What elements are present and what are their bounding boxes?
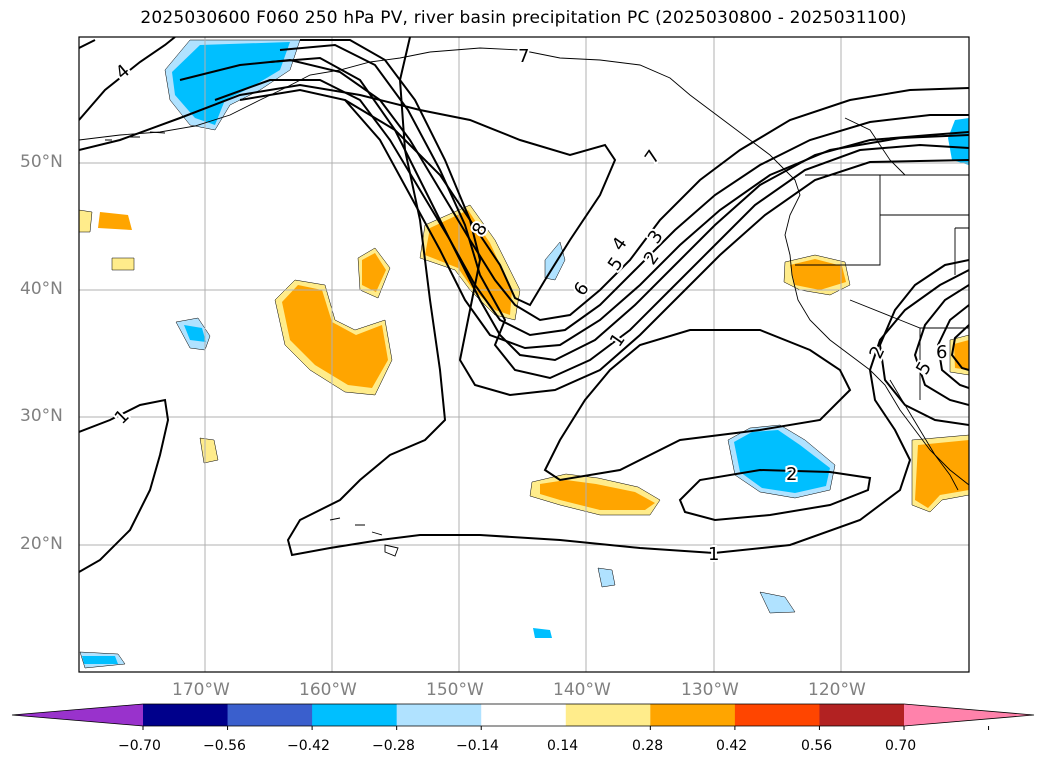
- shade-pos-light: [111, 257, 135, 271]
- pv-contour: [214, 79, 969, 337]
- colorbar-segment: [396, 704, 482, 726]
- pv-contour: [950, 324, 969, 371]
- pv-contour: [543, 329, 852, 482]
- lon-label: 150°W: [426, 680, 484, 700]
- shade-neg-mid: [734, 430, 830, 493]
- colorbar-tick-label: 0.70: [885, 738, 917, 754]
- colorbar-extend-max: [904, 704, 1034, 726]
- pv-contour: [279, 43, 969, 380]
- pv-contour: [936, 304, 969, 389]
- shade-pos-mid: [362, 253, 386, 292]
- colorbar-tick-label: −0.42: [287, 738, 330, 754]
- colorbar-extend-min: [12, 704, 143, 726]
- shade-neg-mid: [82, 656, 118, 664]
- pv-contour-label: 3: [644, 226, 668, 247]
- colorbar-tick-label: −0.56: [203, 738, 246, 754]
- pv-contour-label: 6: [936, 342, 947, 363]
- pv-contour-label: 1: [708, 544, 719, 565]
- colorbar-segment: [143, 704, 229, 726]
- pv-contour-label: 7: [641, 146, 665, 167]
- pv-contour-label: 2: [786, 464, 797, 485]
- shade-neg-mid: [184, 325, 206, 342]
- pv-contour: [269, 56, 969, 362]
- shade-neg-mid: [533, 628, 552, 638]
- colorbar-segment: [227, 704, 313, 726]
- pv-contour: [678, 468, 872, 522]
- shade-neg-light: [597, 567, 616, 588]
- shade-neg-mid: [948, 118, 969, 165]
- map-title: 2025030600 F060 250 hPa PV, river basin …: [140, 8, 907, 28]
- lon-label: 170°W: [172, 680, 230, 700]
- lat-label: 40°N: [20, 279, 63, 299]
- shade-pos-mid: [540, 480, 655, 510]
- colorbar-tick-label: −0.28: [372, 738, 415, 754]
- colorbar-segment: [650, 704, 736, 726]
- colorbar-tick-label: 0.14: [547, 738, 579, 754]
- shade-neg-light: [759, 591, 796, 614]
- colorbar-segment: [565, 704, 651, 726]
- pv-contour-label: 4: [112, 60, 134, 83]
- pv-contour: [286, 37, 969, 557]
- map-panel: [79, 37, 969, 672]
- gridlines: [79, 37, 969, 672]
- pv-contour: [79, 37, 176, 121]
- precip-shading: [79, 39, 969, 669]
- pv-contour: [79, 83, 617, 307]
- lon-label: 160°W: [299, 680, 357, 700]
- pv-contour: [179, 58, 969, 322]
- lon-label: 140°W: [553, 680, 611, 700]
- colorbar-tick-label: 0.42: [716, 738, 748, 754]
- lat-label: 30°N: [20, 406, 63, 426]
- pv-contour-label: 6: [570, 278, 594, 299]
- pv-contour-label: 5: [604, 253, 628, 274]
- shade-pos-mid: [282, 285, 388, 388]
- lon-label: 130°W: [681, 680, 739, 700]
- shade-pos-mid: [915, 440, 969, 508]
- colorbar-tick-label: 0.56: [801, 738, 833, 754]
- pv-contour: [239, 88, 969, 350]
- pv-contour-label: 7: [518, 46, 529, 67]
- colorbar-segment: [481, 704, 567, 726]
- pv-contour: [79, 39, 96, 49]
- pv-contour-label: 5: [912, 358, 936, 378]
- lat-label: 20°N: [20, 534, 63, 554]
- pv-contour: [878, 259, 969, 426]
- shade-pos-light: [79, 209, 93, 233]
- colorbar-tick-label: −0.14: [456, 738, 499, 754]
- shade-pos-mid: [954, 340, 969, 370]
- pv-contour: [913, 284, 969, 406]
- colorbar-tick-label: 0.28: [632, 738, 664, 754]
- colorbar-tick-label: −0.70: [118, 738, 161, 754]
- shade-pos-mid: [790, 259, 846, 290]
- colorbar-segment: [312, 704, 398, 726]
- pv-contour: [300, 39, 969, 397]
- lon-label: 120°W: [808, 680, 866, 700]
- colorbar: [11, 703, 1035, 730]
- map-border: [78, 36, 970, 673]
- shade-pos-mid: [98, 212, 132, 230]
- colorbar-segment: [734, 704, 820, 726]
- pv-contour: [79, 398, 170, 573]
- lat-label: 50°N: [20, 152, 63, 172]
- shade-pos-light: [199, 437, 219, 464]
- pv-contour-label: 4: [608, 233, 632, 254]
- pv-contours: [79, 37, 969, 573]
- colorbar-segment: [819, 704, 905, 726]
